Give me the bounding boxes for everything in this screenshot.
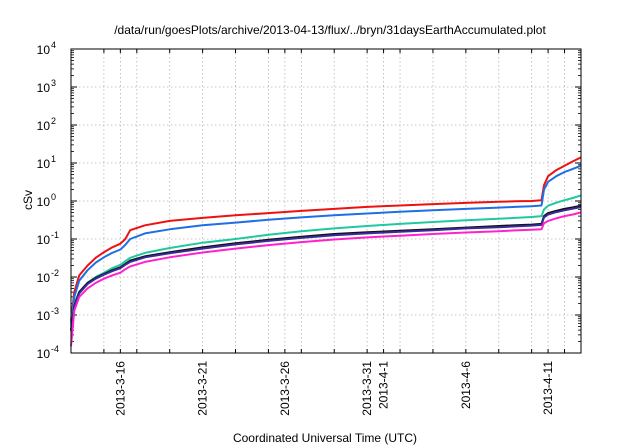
y-tick-label: 10 [37, 309, 51, 323]
series-line-teal [70, 194, 582, 327]
y-tick-label: 10 [37, 43, 51, 57]
y-tick-exponent: -4 [51, 344, 59, 354]
y-tick-exponent: 2 [51, 116, 56, 126]
y-tick-exponent: -1 [51, 230, 59, 240]
y-tick-label: 10 [37, 119, 51, 133]
y-tick-exponent: -3 [51, 306, 59, 316]
x-tick-label: 2013-3-26 [278, 361, 292, 416]
y-tick-label: 10 [37, 81, 51, 95]
series-line-navy [70, 206, 582, 332]
series-line-red [70, 156, 582, 322]
series-lines [70, 156, 582, 347]
x-tick-labels: 2013-3-16 2013-3-21 2013-3-26 2013-3-31 2013… [113, 361, 555, 416]
x-tick-label: 2013-4-6 [459, 361, 473, 409]
x-tick-label: 2013-3-16 [113, 361, 127, 416]
y-tick-label: 10 [37, 347, 51, 361]
series-line-magenta [70, 211, 582, 347]
y-tick-label: 10 [37, 157, 51, 171]
y-tick-exponent: 4 [51, 40, 56, 50]
x-tick-label: 2013-3-31 [360, 361, 374, 416]
x-tick-label: 2013-4-1 [377, 361, 391, 409]
series-line-blue [70, 164, 582, 324]
x-axis-label: Coordinated Universal Time (UTC) [233, 431, 417, 445]
y-tick-label: 10 [37, 271, 51, 285]
chart-title: /data/run/goesPlots/archive/2013-04-13/f… [114, 23, 546, 37]
x-tick-label: 2013-4-11 [541, 361, 555, 415]
y-axis-label: cSv [21, 190, 35, 210]
y-tick-exponent: 3 [51, 78, 56, 88]
plot-frame [70, 48, 582, 354]
y-tick-exponent: 0 [51, 192, 56, 202]
y-tick-label: 10 [37, 233, 51, 247]
y-tick-exponent: -2 [51, 268, 59, 278]
y-tick-label: 10 [37, 195, 51, 209]
y-tick-exponent: 1 [51, 154, 56, 164]
x-tick-label: 2013-3-21 [196, 361, 210, 416]
